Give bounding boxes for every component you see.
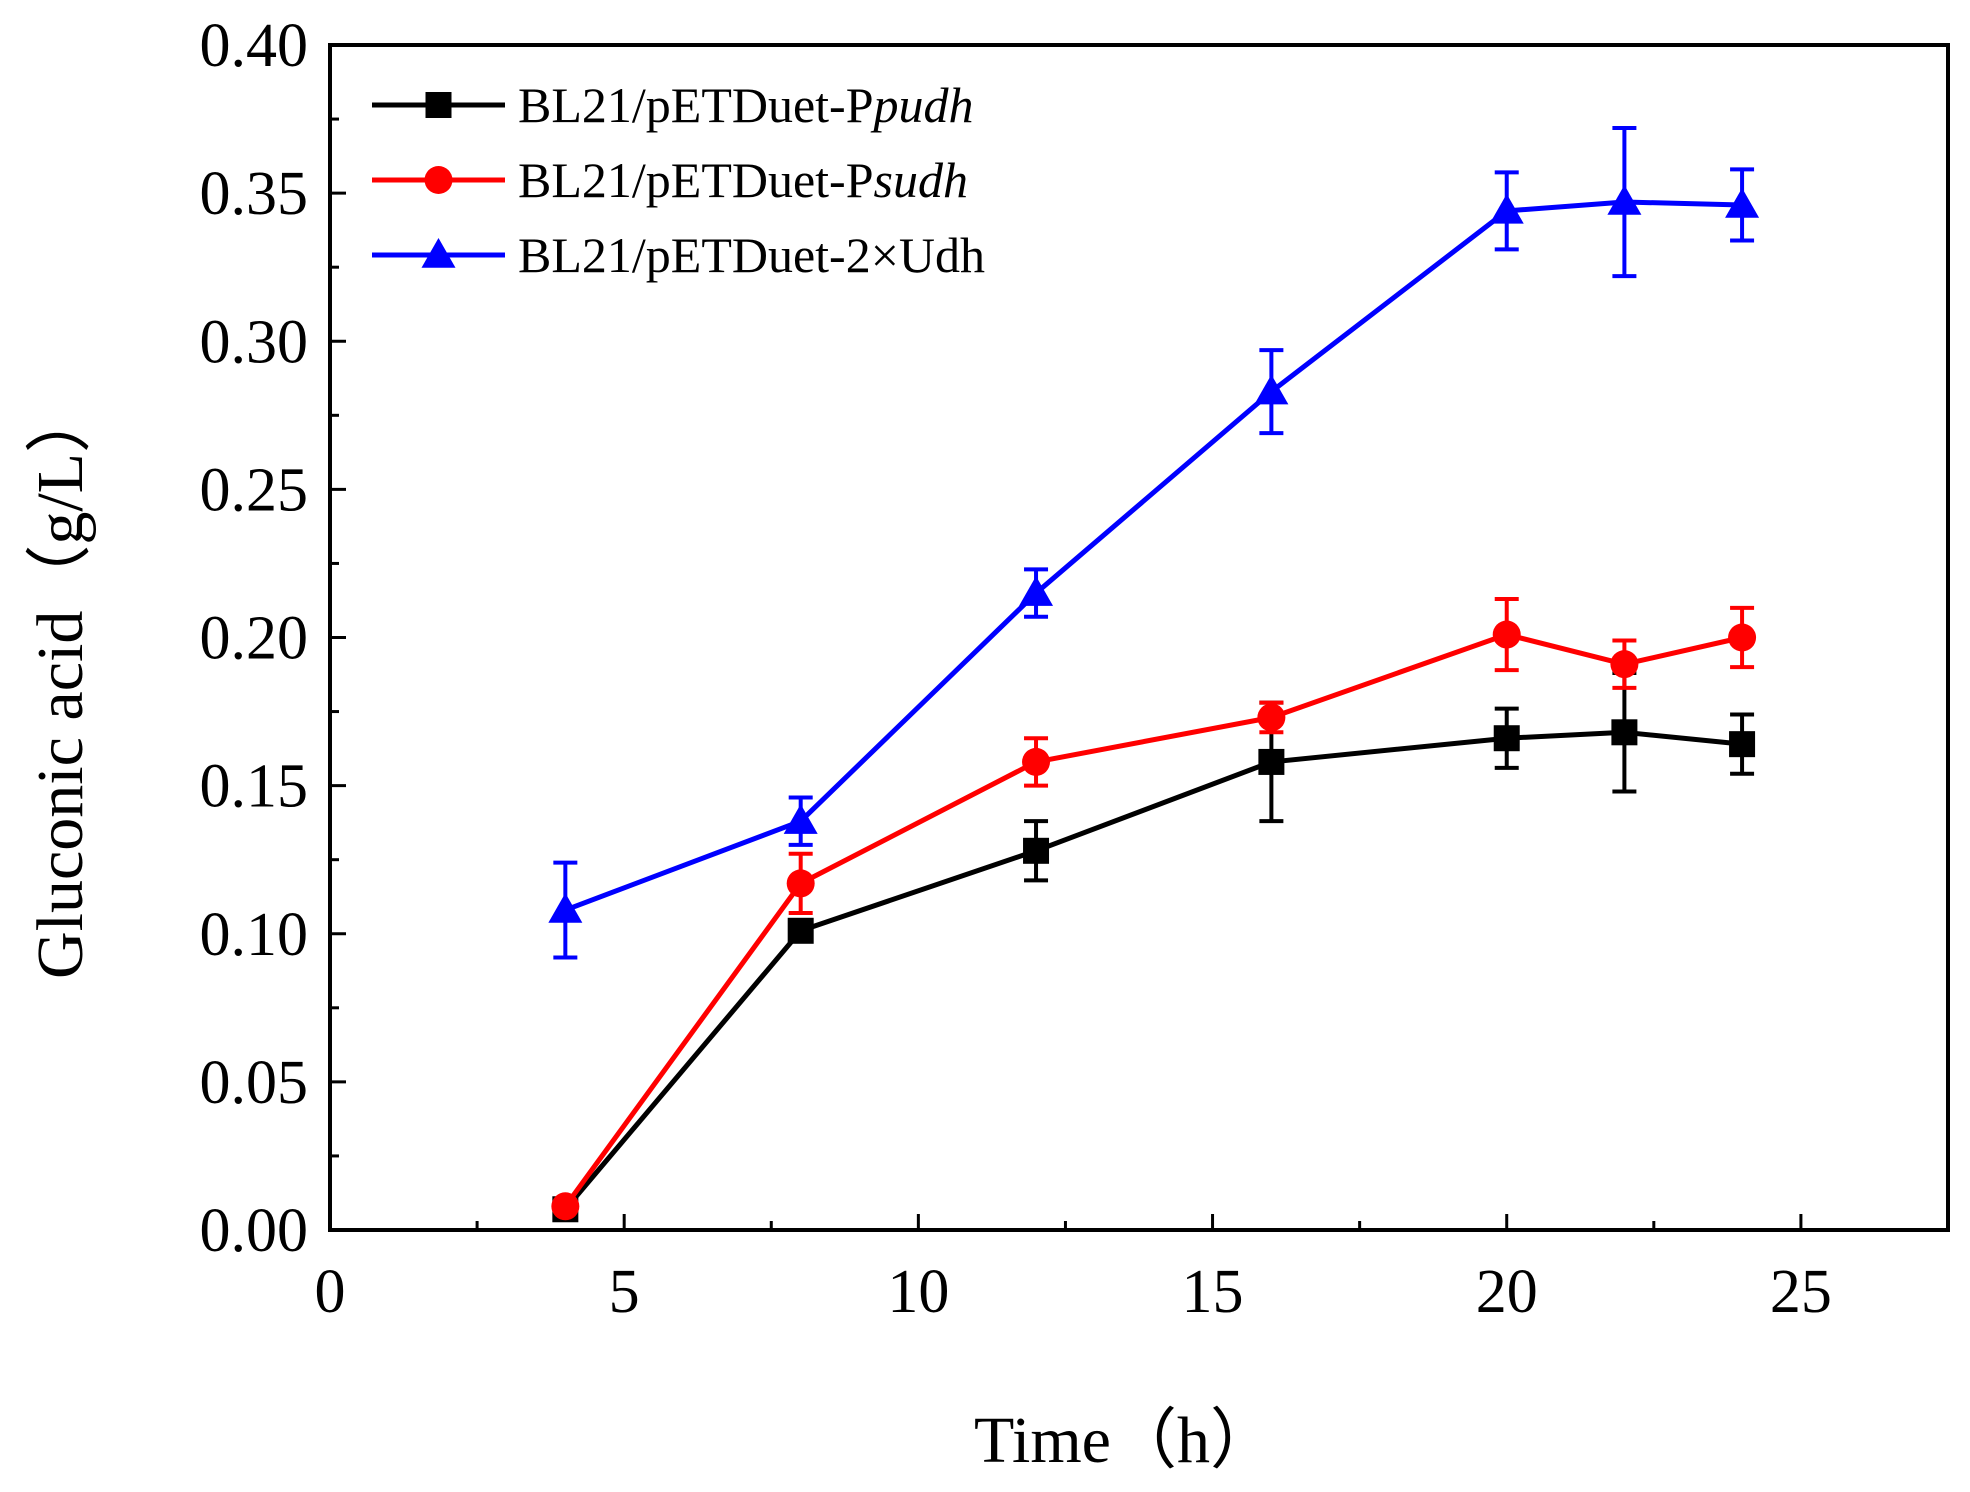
- legend-marker: [425, 92, 452, 118]
- legend-label-text: BL21/pETDuet-2×Udh: [518, 227, 985, 283]
- legend-entry-0: BL21/pETDuet-Ppudh: [372, 77, 974, 133]
- legend-label-italic: sudh: [874, 152, 968, 208]
- y-tick-label: 0.15: [200, 753, 309, 821]
- legend-label-italic: pudh: [871, 77, 974, 133]
- data-point: [1254, 374, 1289, 405]
- legend-label: BL21/pETDuet-Psudh: [518, 152, 968, 208]
- x-tick-label: 5: [609, 1258, 640, 1326]
- y-tick-label: 0.40: [200, 12, 309, 80]
- data-point: [1729, 731, 1756, 758]
- data-point: [783, 804, 818, 834]
- data-point: [548, 893, 583, 923]
- y-tick-label: 0.20: [200, 605, 309, 673]
- series-group-2: [548, 125, 1760, 960]
- legend-label-text: BL21/pETDuet-P: [518, 77, 874, 133]
- legend-label: BL21/pETDuet-2×Udh: [518, 227, 985, 283]
- data-point: [1607, 185, 1642, 215]
- legend-marker: [421, 238, 456, 268]
- data-point: [1258, 748, 1285, 775]
- data-point: [1728, 623, 1757, 652]
- data-point: [1257, 703, 1286, 732]
- legend-marker: [424, 166, 453, 194]
- data-point: [1022, 747, 1051, 776]
- x-tick-label: 0: [315, 1258, 346, 1326]
- y-tick-label: 0.05: [200, 1049, 309, 1117]
- y-tick-label: 0.35: [200, 160, 309, 228]
- data-point: [786, 869, 815, 898]
- data-point: [1611, 719, 1638, 746]
- legend-entry-2: BL21/pETDuet-2×Udh: [372, 227, 985, 283]
- data-point: [1492, 620, 1521, 649]
- data-point: [1023, 837, 1050, 864]
- x-tick-label: 15: [1182, 1258, 1244, 1326]
- legend-entry-1: BL21/pETDuet-Psudh: [372, 152, 968, 208]
- data-point: [787, 917, 814, 944]
- y-tick-label: 0.30: [200, 308, 309, 376]
- y-tick-label: 0.00: [200, 1197, 309, 1265]
- x-tick-label: 10: [887, 1258, 949, 1326]
- x-tick-label: 25: [1770, 1258, 1832, 1326]
- data-point: [1610, 650, 1639, 679]
- legend-label: BL21/pETDuet-Ppudh: [518, 77, 974, 133]
- x-tick-label: 20: [1476, 1258, 1538, 1326]
- x-axis-title: Time（h）: [974, 1404, 1276, 1477]
- data-point: [1493, 725, 1520, 752]
- data-point: [1019, 576, 1054, 606]
- data-point: [551, 1192, 580, 1221]
- legend-label-text: BL21/pETDuet-P: [518, 152, 874, 208]
- y-tick-label: 0.10: [200, 901, 309, 969]
- series-group-1: [551, 596, 1757, 1221]
- y-axis-title: Gluconic acid（g/L）: [24, 387, 97, 979]
- data-point: [1489, 193, 1524, 224]
- y-tick-label: 0.25: [200, 456, 309, 524]
- data-point: [1725, 187, 1760, 218]
